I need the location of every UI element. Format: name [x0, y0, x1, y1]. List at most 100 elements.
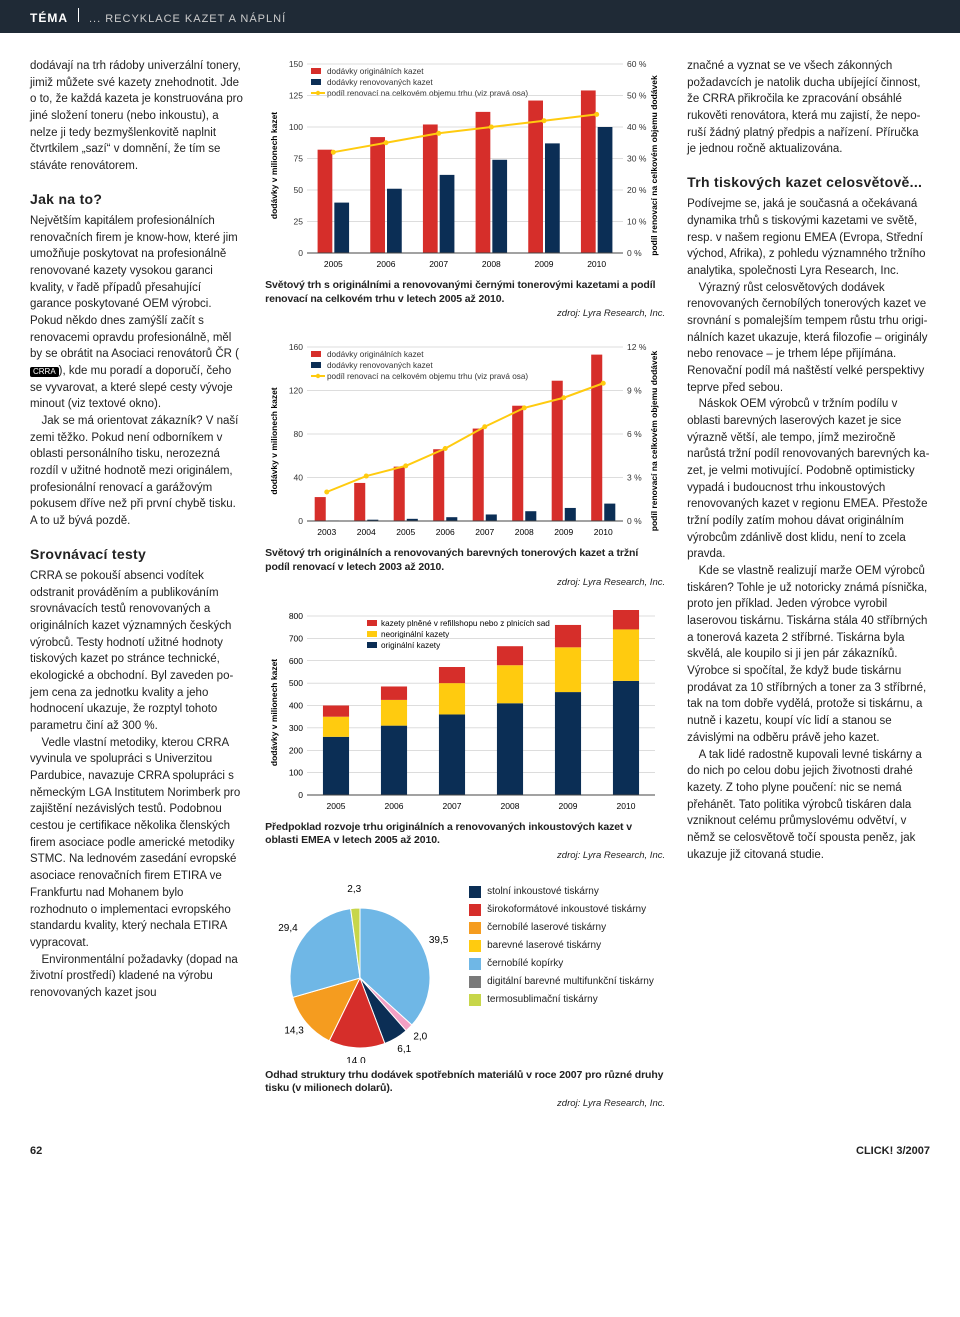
svg-text:0: 0: [298, 248, 303, 258]
svg-text:2005: 2005: [324, 259, 343, 269]
pie-legend-row: stolní inkoustové tiskárny: [469, 883, 654, 901]
svg-text:originální kazety: originální kazety: [381, 641, 441, 650]
page-number: 62: [30, 1145, 42, 1157]
left-p5: Vedle vlastní metodiky, kterou CRRA vyvi…: [30, 735, 243, 952]
chart1-src: zdroj: Lyra Research, Inc.: [265, 308, 665, 319]
header-subtitle: ... RECYKLACE KAZET A NÁPLNÍ: [89, 13, 286, 25]
chart3-svg: kazety plněné v refillshopu nebo z plnic…: [265, 610, 665, 815]
legend-swatch: [469, 958, 481, 970]
legend-label: digitální barevné multifunkční tiskárny: [487, 973, 654, 991]
svg-text:700: 700: [289, 633, 303, 643]
legend-swatch: [469, 994, 481, 1006]
svg-text:dodávky renovovaných kazet: dodávky renovovaných kazet: [327, 361, 433, 370]
pie-row: 39,52,06,114,014,329,42,3 stolní inkoust…: [265, 883, 665, 1063]
svg-text:0: 0: [298, 516, 303, 526]
svg-text:0 %: 0 %: [627, 248, 642, 258]
svg-text:50: 50: [294, 185, 304, 195]
header-tema: TÉMA: [30, 11, 68, 25]
svg-text:2009: 2009: [535, 259, 554, 269]
svg-text:40 %: 40 %: [627, 122, 647, 132]
pie-caption: Odhad struktury trhu dodávek spotřebních…: [265, 1069, 665, 1096]
svg-text:2,3: 2,3: [347, 884, 361, 895]
svg-text:50 %: 50 %: [627, 91, 647, 101]
right-h1: Trh tiskových kazet celosvětově...: [687, 172, 930, 192]
svg-text:60 %: 60 %: [627, 59, 647, 69]
chart2-frame: dodávky originálních kazet dodávky renovo…: [265, 341, 665, 541]
svg-text:2009: 2009: [554, 527, 573, 537]
legend-swatch: [469, 922, 481, 934]
svg-text:14,3: 14,3: [284, 1025, 304, 1036]
svg-text:2007: 2007: [475, 527, 494, 537]
svg-text:2008: 2008: [482, 259, 501, 269]
legend-swatch: [469, 904, 481, 916]
svg-text:2008: 2008: [501, 801, 520, 811]
svg-text:neoriginální kazety: neoriginální kazety: [381, 630, 450, 639]
chart2-svg: dodávky originálních kazet dodávky renovo…: [265, 341, 665, 541]
svg-text:300: 300: [289, 722, 303, 732]
svg-text:dodávky v milionech kazet: dodávky v milionech kazet: [269, 387, 279, 494]
legend-swatch: [469, 886, 481, 898]
legend-label: širokoformátové inkoustové tiskárny: [487, 901, 646, 919]
svg-text:39,5: 39,5: [429, 935, 449, 946]
chart3-caption: Předpoklad rozvoje trhu originálních a r…: [265, 821, 665, 848]
legend-label: černobílé kopírky: [487, 955, 563, 973]
svg-text:kazety plněné v refillshopu ne: kazety plněné v refillshopu nebo z plnic…: [381, 619, 550, 628]
right-p6: A tak lidé radostně kupovali levné tiská…: [687, 747, 930, 864]
chart2-src: zdroj: Lyra Research, Inc.: [265, 577, 665, 588]
svg-text:10 %: 10 %: [627, 217, 647, 227]
svg-text:2005: 2005: [327, 801, 346, 811]
content-columns: dodávají na trh rádoby univerzální toner…: [0, 33, 960, 1131]
right-p3: Výrazný růst celosvětových dodávek renov…: [687, 280, 930, 397]
svg-text:2009: 2009: [559, 801, 578, 811]
svg-text:podíl renovací na celkovém obj: podíl renovací na celkovém objemu dodáve…: [649, 75, 659, 256]
legend-label: termosublimační tiskárny: [487, 991, 598, 1009]
svg-text:120: 120: [289, 386, 303, 396]
svg-text:6,1: 6,1: [397, 1044, 411, 1055]
svg-text:2006: 2006: [436, 527, 455, 537]
chart1-svg: dodávky originálních kazetdodávky renovo…: [265, 58, 665, 273]
pie-svg: 39,52,06,114,014,329,42,3: [265, 883, 455, 1063]
left-column: dodávají na trh rádoby univerzální toner…: [30, 58, 243, 1131]
header-bar: TÉMA ... RECYKLACE KAZET A NÁPLNÍ: [0, 0, 960, 33]
svg-text:dodávky originálních kazet: dodávky originálních kazet: [327, 350, 424, 359]
svg-text:25: 25: [294, 217, 304, 227]
page: TÉMA ... RECYKLACE KAZET A NÁPLNÍ dodáva…: [0, 0, 960, 1177]
magazine-id: CLICK! 3/2007: [856, 1145, 930, 1157]
pie-block: 39,52,06,114,014,329,42,3 stolní inkoust…: [265, 883, 665, 1109]
left-p6: Environmentální požadavky (do­pad na živ…: [30, 952, 243, 1002]
legend-label: barevné laserové tiskárny: [487, 937, 601, 955]
svg-text:dodávky v milionech kazet: dodávky v milionech kazet: [269, 112, 279, 219]
svg-text:29,4: 29,4: [278, 923, 298, 934]
pie-legend-row: širokoformátové inkoustové tiskárny: [469, 901, 654, 919]
pie-legend-row: digitální barevné multifunkční tiskárny: [469, 973, 654, 991]
chart2-block: dodávky originálních kazet dodávky renovo…: [265, 341, 665, 587]
right-p4: Náskok OEM výrobců v tržním podílu v obl…: [687, 396, 930, 563]
right-p2: Podívejme se, jaká je současná a očekáva…: [687, 196, 930, 279]
svg-text:2004: 2004: [357, 527, 376, 537]
footer: 62 CLICK! 3/2007: [0, 1131, 960, 1157]
svg-text:2007: 2007: [443, 801, 462, 811]
svg-text:3 %: 3 %: [627, 473, 642, 483]
chart1-caption: Světový trh s originálními a renovovaným…: [265, 279, 665, 306]
svg-text:500: 500: [289, 678, 303, 688]
legend-label: stolní inkoustové tiskárny: [487, 883, 599, 901]
left-p3: Jak se má orientovat zákazník? V naší ze…: [30, 413, 243, 530]
svg-text:2006: 2006: [385, 801, 404, 811]
svg-text:40: 40: [294, 473, 304, 483]
svg-text:125: 125: [289, 91, 303, 101]
svg-text:podíl renovací na celkovém obj: podíl renovací na celkovém objemu trhu (…: [327, 372, 528, 381]
svg-text:2003: 2003: [317, 527, 336, 537]
pie-src: zdroj: Lyra Research, Inc.: [265, 1098, 665, 1109]
chart2-caption: Světový trh originálních a renovovaných …: [265, 547, 665, 574]
svg-text:30 %: 30 %: [627, 154, 647, 164]
right-p5: Kde se vlastně realizují marže OEM výrob…: [687, 563, 930, 746]
svg-text:2005: 2005: [396, 527, 415, 537]
svg-text:800: 800: [289, 611, 303, 621]
legend-label: černobílé laserové tiskárny: [487, 919, 606, 937]
svg-text:600: 600: [289, 655, 303, 665]
charts-column: dodávky originálních kazet dodávky renovo…: [265, 58, 665, 1131]
svg-text:2010: 2010: [594, 527, 613, 537]
left-h2: Srovnávací testy: [30, 544, 243, 564]
svg-text:160: 160: [289, 342, 303, 352]
svg-text:podíl renovací na celkovém obj: podíl renovací na celkovém objemu trhu (…: [327, 89, 528, 98]
